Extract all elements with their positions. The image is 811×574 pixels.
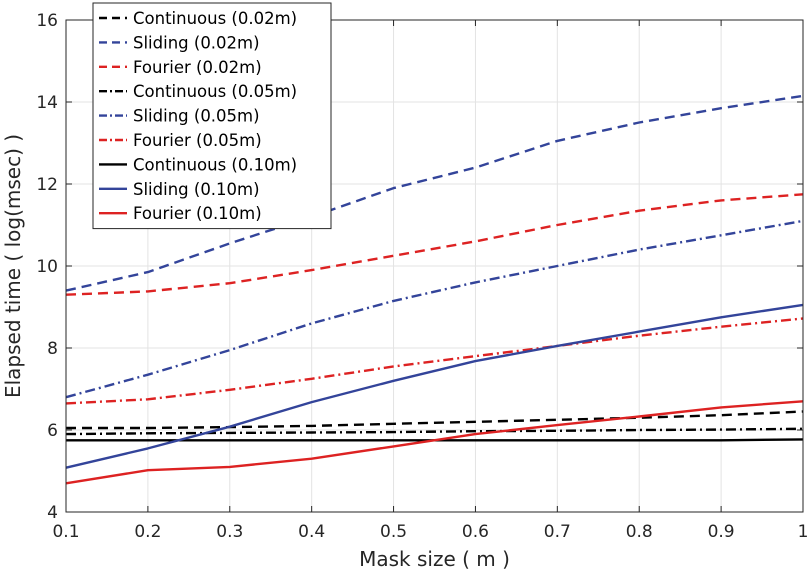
x-tick-label: 1 xyxy=(798,522,809,542)
series-line-8 xyxy=(65,303,804,469)
legend-entry-label: Sliding (0.05m) xyxy=(133,107,260,126)
legend-entry-label: Sliding (0.02m) xyxy=(133,33,260,52)
y-tick-label: 6 xyxy=(47,421,58,441)
x-tick-label: 0.9 xyxy=(708,522,735,542)
legend-entry-label: Fourier (0.05m) xyxy=(133,131,262,150)
series-line-3 xyxy=(65,193,804,296)
y-tick-label: 4 xyxy=(47,503,58,523)
y-tick-label: 10 xyxy=(36,257,58,277)
x-tick-label: 0.6 xyxy=(462,522,489,542)
legend-entry-label: Sliding (0.10m) xyxy=(133,180,260,199)
series-line-1 xyxy=(66,410,804,430)
x-tick-label: 0.8 xyxy=(626,522,653,542)
x-axis-label: Mask size ( m ) xyxy=(359,547,510,571)
x-tick-label: 0.4 xyxy=(298,522,325,542)
series-line-6 xyxy=(65,317,804,405)
legend-entry-label: Continuous (0.02m) xyxy=(133,9,297,28)
x-tick-label: 0.1 xyxy=(52,522,79,542)
legend-box xyxy=(92,2,332,230)
y-tick-label: 16 xyxy=(36,11,58,31)
legend-entry-label: Continuous (0.05m) xyxy=(133,82,297,101)
x-tick-label: 0.3 xyxy=(216,522,243,542)
legend: Continuous (0.02m) Sliding (0.02m) Fourier… xyxy=(92,2,332,230)
series-lines xyxy=(65,94,804,485)
x-tick-label: 0.7 xyxy=(544,522,571,542)
y-tick-label: 8 xyxy=(47,339,58,359)
legend-entry-label: Continuous (0.10m) xyxy=(133,155,297,174)
x-tick-label: 0.5 xyxy=(380,522,407,542)
legend-entry-label: Fourier (0.10m) xyxy=(133,204,262,223)
series-line-4 xyxy=(65,427,804,436)
y-tick-label: 14 xyxy=(36,93,58,113)
series-line-5 xyxy=(65,219,804,399)
y-axis-label: Elapsed time ( log(msec) ) xyxy=(1,134,25,398)
y-tick-label: 12 xyxy=(36,175,58,195)
legend-entry-label: Fourier (0.02m) xyxy=(133,58,262,77)
series-line-9 xyxy=(65,400,804,485)
x-tick-label: 0.2 xyxy=(134,522,161,542)
series-line-2 xyxy=(65,94,804,292)
